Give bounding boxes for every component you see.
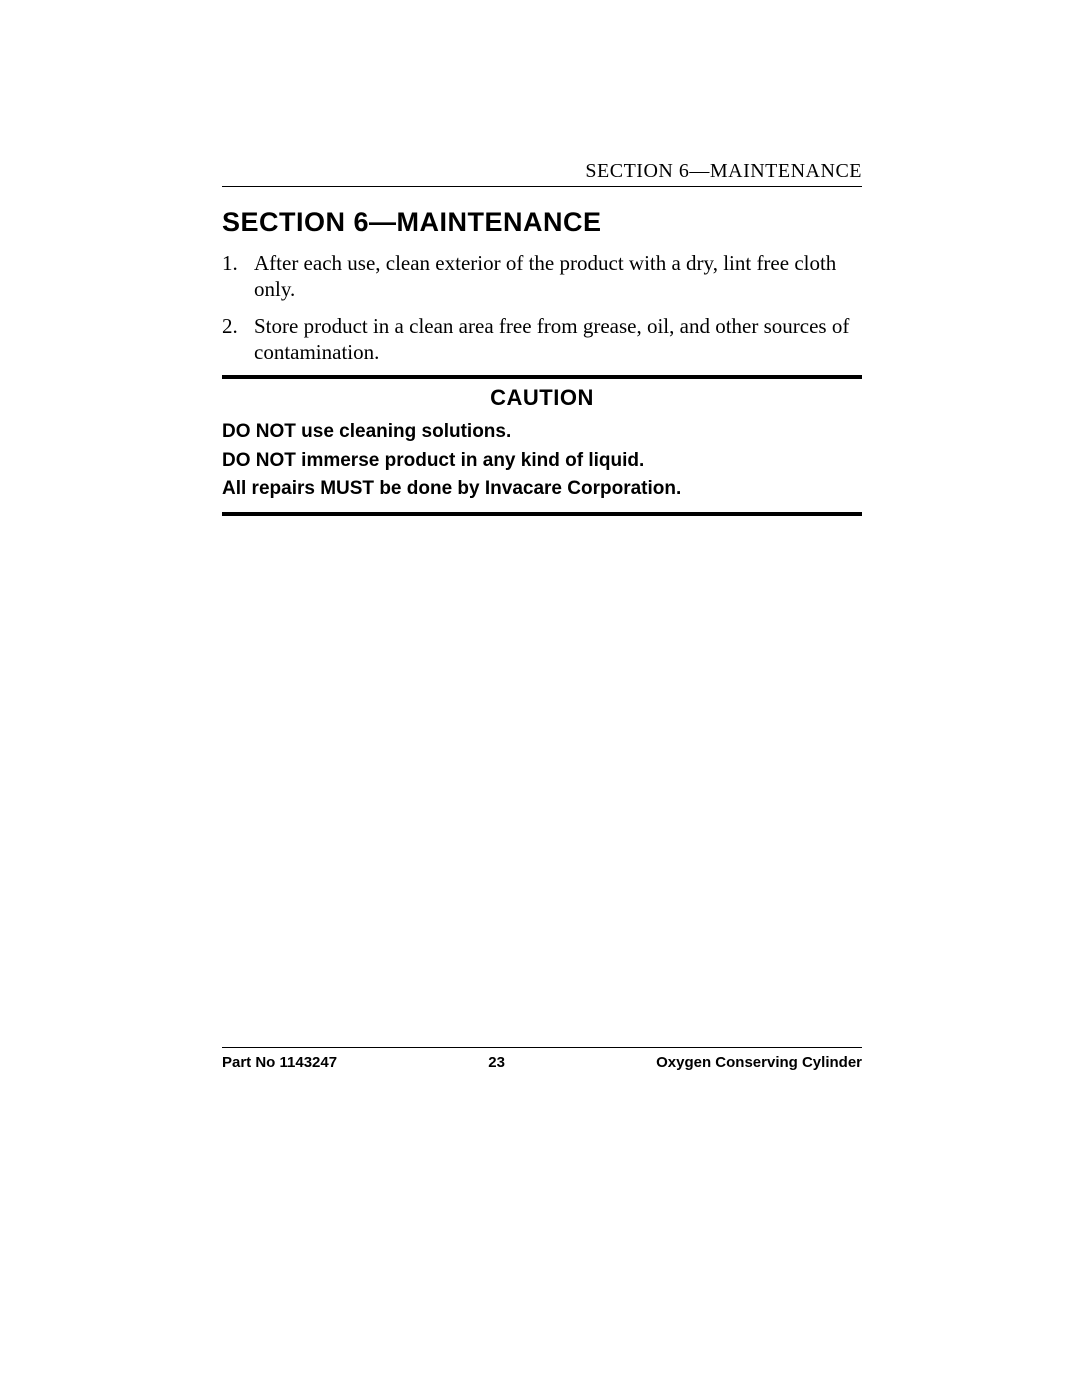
section-title: SECTION 6—MAINTENANCE (222, 207, 862, 238)
footer-page-number: 23 (488, 1054, 505, 1071)
caution-line: All repairs MUST be done by Invacare Cor… (222, 476, 862, 502)
list-item: Store product in a clean area free from … (222, 313, 862, 366)
header-rule: SECTION 6—MAINTENANCE (222, 160, 862, 187)
maintenance-list: After each use, clean exterior of the pr… (222, 250, 862, 365)
caution-heading: CAUTION (222, 385, 862, 411)
running-header: SECTION 6—MAINTENANCE (222, 160, 862, 186)
footer-row: Part No 1143247 23 Oxygen Conserving Cyl… (222, 1054, 862, 1071)
footer-part-number: Part No 1143247 (222, 1054, 337, 1071)
caution-bottom-rule (222, 512, 862, 516)
caution-line: DO NOT immerse product in any kind of li… (222, 448, 862, 474)
footer-rule (222, 1047, 862, 1048)
caution-top-rule (222, 375, 862, 379)
page-content: SECTION 6—MAINTENANCE SECTION 6—MAINTENA… (222, 160, 862, 516)
footer-product-name: Oxygen Conserving Cylinder (656, 1054, 862, 1071)
page-footer: Part No 1143247 23 Oxygen Conserving Cyl… (222, 1047, 862, 1071)
caution-line: DO NOT use cleaning solutions. (222, 419, 862, 445)
list-item: After each use, clean exterior of the pr… (222, 250, 862, 303)
